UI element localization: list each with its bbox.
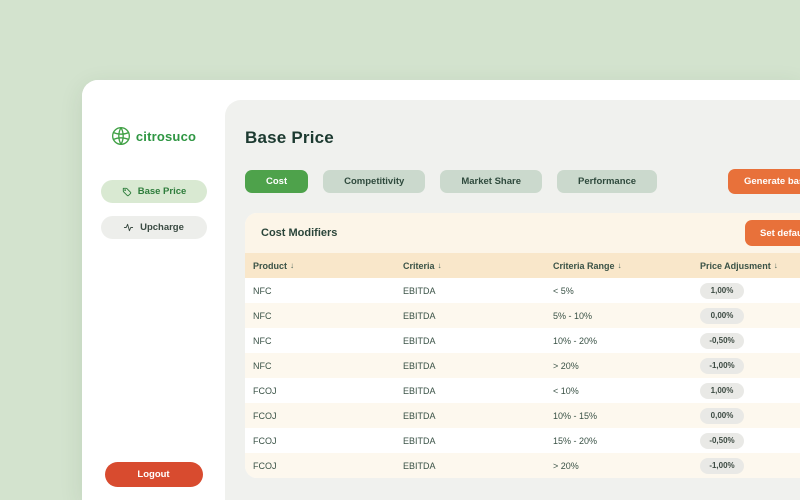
cell-criteria: EBITDA [403,360,436,371]
activity-icon [123,223,134,232]
sidebar-nav: Base Price Upcharge [82,180,225,239]
generate-base-price-button[interactable]: Generate base price [728,169,800,194]
sidebar-item-label: Base Price [137,186,187,197]
tab-performance[interactable]: Performance [556,170,658,193]
cell-product: NFC [253,310,272,321]
table-row[interactable]: FCOJ EBITDA > 20% -1,00% [245,453,800,478]
price-adjustment-badge: -0,50% [700,432,744,449]
price-adjustment-badge: 0,00% [700,407,744,424]
main-content: Base Price Cost Competitivity Market Sha… [225,100,800,500]
tabs-row: Cost Competitivity Market Share Performa… [245,169,800,194]
sidebar: citrosuco Base Price Upcharge Logout [82,80,225,500]
tab-market-share[interactable]: Market Share [440,170,542,193]
table-header-row: Product ↓ Criteria ↓ Criteria Range ↓ Pr… [245,253,800,278]
cell-criteria: EBITDA [403,410,436,421]
cell-criteria: EBITDA [403,385,436,396]
cell-criteria-range: > 20% [553,460,579,471]
brand-logo: citrosuco [82,126,225,146]
cost-modifiers-card: Cost Modifiers Set default Product ↓ Cri… [245,213,800,478]
sidebar-item-label: Upcharge [140,222,184,233]
price-adjustment-badge: 0,00% [700,307,744,324]
section-title: Cost Modifiers [261,227,338,239]
table-row[interactable]: FCOJ EBITDA 10% - 15% 0,00% [245,403,800,428]
page-title: Base Price [245,128,334,147]
cell-product: NFC [253,335,272,346]
sort-down-icon[interactable]: ↓ [437,261,442,270]
cell-criteria-range: 15% - 20% [553,435,598,446]
sort-down-icon[interactable]: ↓ [290,261,295,270]
tab-cost[interactable]: Cost [245,170,309,193]
sort-down-icon[interactable]: ↓ [773,261,778,270]
app-window: citrosuco Base Price Upcharge Logout Bas… [82,80,800,500]
set-default-button[interactable]: Set default [745,220,800,246]
cell-criteria-range: < 5% [553,285,574,296]
table-row[interactable]: NFC EBITDA 10% - 20% -0,50% [245,328,800,353]
citrosuco-leaf-icon [111,127,130,145]
sort-down-icon[interactable]: ↓ [617,261,622,270]
cell-criteria: EBITDA [403,285,436,296]
cell-product: FCOJ [253,385,277,396]
price-adjustment-badge: -0,50% [700,332,744,349]
tag-icon [122,187,131,197]
logout-button[interactable]: Logout [104,462,203,487]
price-adjustment-badge: 1,00% [700,282,744,299]
column-header-price-adjustment[interactable]: Price Adjusment ↓ [700,260,778,271]
tab-competitivity[interactable]: Competitivity [323,170,426,193]
table-row[interactable]: FCOJ EBITDA < 10% 1,00% [245,378,800,403]
cell-criteria-range: > 20% [553,360,579,371]
cell-criteria: EBITDA [403,460,436,471]
column-header-criteria[interactable]: Criteria ↓ [403,260,442,271]
cost-modifiers-header: Cost Modifiers Set default [245,213,800,253]
cell-criteria: EBITDA [403,435,436,446]
cell-criteria: EBITDA [403,335,436,346]
cell-product: NFC [253,360,272,371]
cell-criteria-range: < 10% [553,385,579,396]
table-row[interactable]: NFC EBITDA < 5% 1,00% [245,278,800,303]
cell-criteria-range: 10% - 20% [553,335,598,346]
sidebar-item-upcharge[interactable]: Upcharge [100,216,207,239]
cell-product: FCOJ [253,435,277,446]
table-row[interactable]: NFC EBITDA > 20% -1,00% [245,353,800,378]
column-header-product[interactable]: Product ↓ [253,260,295,271]
table-row[interactable]: NFC EBITDA 5% - 10% 0,00% [245,303,800,328]
sidebar-item-base-price[interactable]: Base Price [100,180,207,203]
price-adjustment-badge: -1,00% [700,457,744,474]
brand-name: citrosuco [135,128,197,144]
cell-criteria: EBITDA [403,310,436,321]
table-body: NFC EBITDA < 5% 1,00% NFC EBITDA 5% - 10… [245,278,800,478]
cell-product: FCOJ [253,410,277,421]
cell-criteria-range: 5% - 10% [553,310,593,321]
price-adjustment-badge: -1,00% [700,357,744,374]
price-adjustment-badge: 1,00% [700,382,744,399]
cell-product: NFC [253,285,272,296]
table-row[interactable]: FCOJ EBITDA 15% - 20% -0,50% [245,428,800,453]
cell-criteria-range: 10% - 15% [553,410,598,421]
column-header-criteria-range[interactable]: Criteria Range ↓ [553,260,622,271]
cell-product: FCOJ [253,460,277,471]
